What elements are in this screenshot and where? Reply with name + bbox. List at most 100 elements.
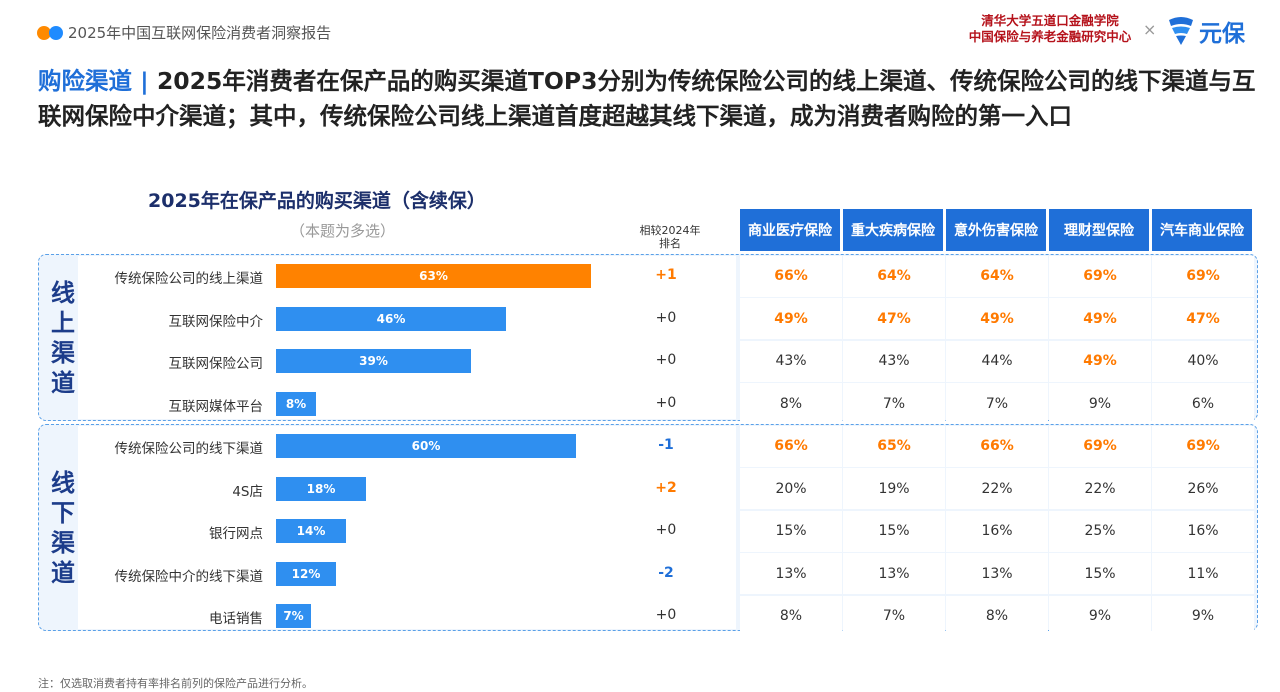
chart-subtitle: （本题为多选） [290,222,396,240]
category-label: 传统保险公司的线下渠道 [114,441,264,458]
table-cell: 22% [946,468,1048,510]
rank-change: -2 [658,564,674,581]
bar: 46% [276,306,506,331]
table-cell: 49% [740,298,842,340]
table-cell: 7% [946,383,1048,425]
bar: 18% [276,476,366,501]
institution-name: 清华大学五道口金融学院 中国保险与养老金融研究中心 [960,13,1140,45]
product-header-wealth: 理财型保险 [1049,209,1149,251]
table-cell: 9% [1152,595,1254,637]
table-cell: 44% [946,340,1048,382]
chart-title: 2025年在保产品的购买渠道（含续保） [148,190,486,212]
bar-value-label: 7% [283,609,304,624]
group-label-online-text: 线上渠道 [51,279,75,397]
footnote: 注：仅选取消费者持有率排名前列的保险产品进行分析。 [38,677,313,690]
group-label-offline-text: 线下渠道 [51,469,75,587]
page-headline: 购险渠道 | 2025年消费者在保产品的购买渠道TOP3分别为传统保险公司的线上… [38,64,1268,134]
table-cell: 8% [946,595,1048,637]
product-header-accident: 意外伤害保险 [946,209,1046,251]
headline-text: 2025年消费者在保产品的购买渠道TOP3分别为传统保险公司的线上渠道、传统保险… [38,67,1256,130]
category-label: 传统保险中介的线下渠道 [114,568,264,585]
offline-panel-bg [78,426,736,629]
table-cell: 13% [740,553,842,595]
table-cell: 8% [740,383,842,425]
bar-value-label: 39% [359,354,388,369]
table-cell: 66% [740,425,842,467]
table-cell: 66% [946,425,1048,467]
table-cell: 8% [740,595,842,637]
category-label: 银行网点 [209,526,263,543]
rank-change: +0 [655,394,677,411]
category-label: 4S店 [232,483,263,500]
bar-value-label: 63% [419,269,448,284]
product-header-auto: 汽车商业保险 [1152,209,1252,251]
rank-change-header: 相较2024年 排名 [630,224,710,250]
rank-change: +2 [655,479,677,496]
rank-change: -1 [658,437,674,454]
rank-change: +0 [655,309,677,326]
table-cell: 7% [843,595,945,637]
table-cell: 22% [1049,468,1151,510]
bar: 7% [276,604,311,629]
logo-text: 元保 [1199,21,1245,47]
group-label-online: 线上渠道 [38,278,88,398]
table-cell: 16% [1152,510,1254,552]
table-cell: 65% [843,425,945,467]
bar: 8% [276,391,316,416]
table-cell: 9% [1049,383,1151,425]
category-label: 互联网保险公司 [168,356,264,373]
table-cell: 15% [843,510,945,552]
table-cell: 13% [946,553,1048,595]
bar-value-label: 12% [291,566,321,581]
bar-value-label: 18% [306,481,336,496]
table-cell: 13% [843,553,945,595]
table-cell: 20% [740,468,842,510]
blue-dot [49,26,63,40]
table-cell: 26% [1152,468,1254,510]
table-cell: 49% [946,298,1048,340]
product-header-medical: 商业医疗保险 [740,209,840,251]
category-label: 互联网保险中介 [168,313,264,330]
table-cell: 25% [1049,510,1151,552]
table-cell: 15% [740,510,842,552]
table-cell: 11% [1152,553,1254,595]
rank-header-line1: 相较2024年 [639,224,701,237]
orange-dot [37,26,51,40]
table-cell: 69% [1152,425,1254,467]
bar-value-label: 46% [376,311,406,326]
category-label: 传统保险公司的线上渠道 [114,271,264,288]
table-cell: 69% [1049,255,1151,297]
table-cell: 64% [843,255,945,297]
table-cell: 69% [1152,255,1254,297]
bar-value-label: 8% [285,396,307,411]
table-cell: 7% [843,383,945,425]
table-cell: 69% [1049,425,1151,467]
table-cell: 9% [1049,595,1151,637]
report-title: 2025年中国互联网保险消费者洞察报告 [68,24,332,42]
table-cell: 15% [1049,553,1151,595]
table-cell: 47% [1152,298,1254,340]
institution-line2: 中国保险与养老金融研究中心 [968,29,1132,44]
bar-value-label: 60% [411,439,441,454]
brand-dots [37,26,65,40]
table-cell: 43% [740,340,842,382]
headline-keyword: 购险渠道 [38,67,132,95]
product-header-critical-illness: 重大疾病保险 [843,209,943,251]
table-cell: 19% [843,468,945,510]
bar-value-label: 14% [296,524,326,539]
bar: 63% [276,264,591,289]
table-cell: 64% [946,255,1048,297]
group-label-offline: 线下渠道 [38,468,88,588]
times-sign: × [1143,20,1157,39]
rank-change: +0 [655,607,677,624]
bar: 12% [276,561,336,586]
table-cell: 49% [1049,340,1151,382]
table-cell: 66% [740,255,842,297]
table-cell: 49% [1049,298,1151,340]
category-label: 电话销售 [209,611,263,628]
category-label: 互联网媒体平台 [168,398,264,415]
institution-line1: 清华大学五道口金融学院 [981,13,1119,28]
yuanbao-logo-icon [1169,17,1193,45]
table-cell: 43% [843,340,945,382]
table-cell: 6% [1152,383,1254,425]
